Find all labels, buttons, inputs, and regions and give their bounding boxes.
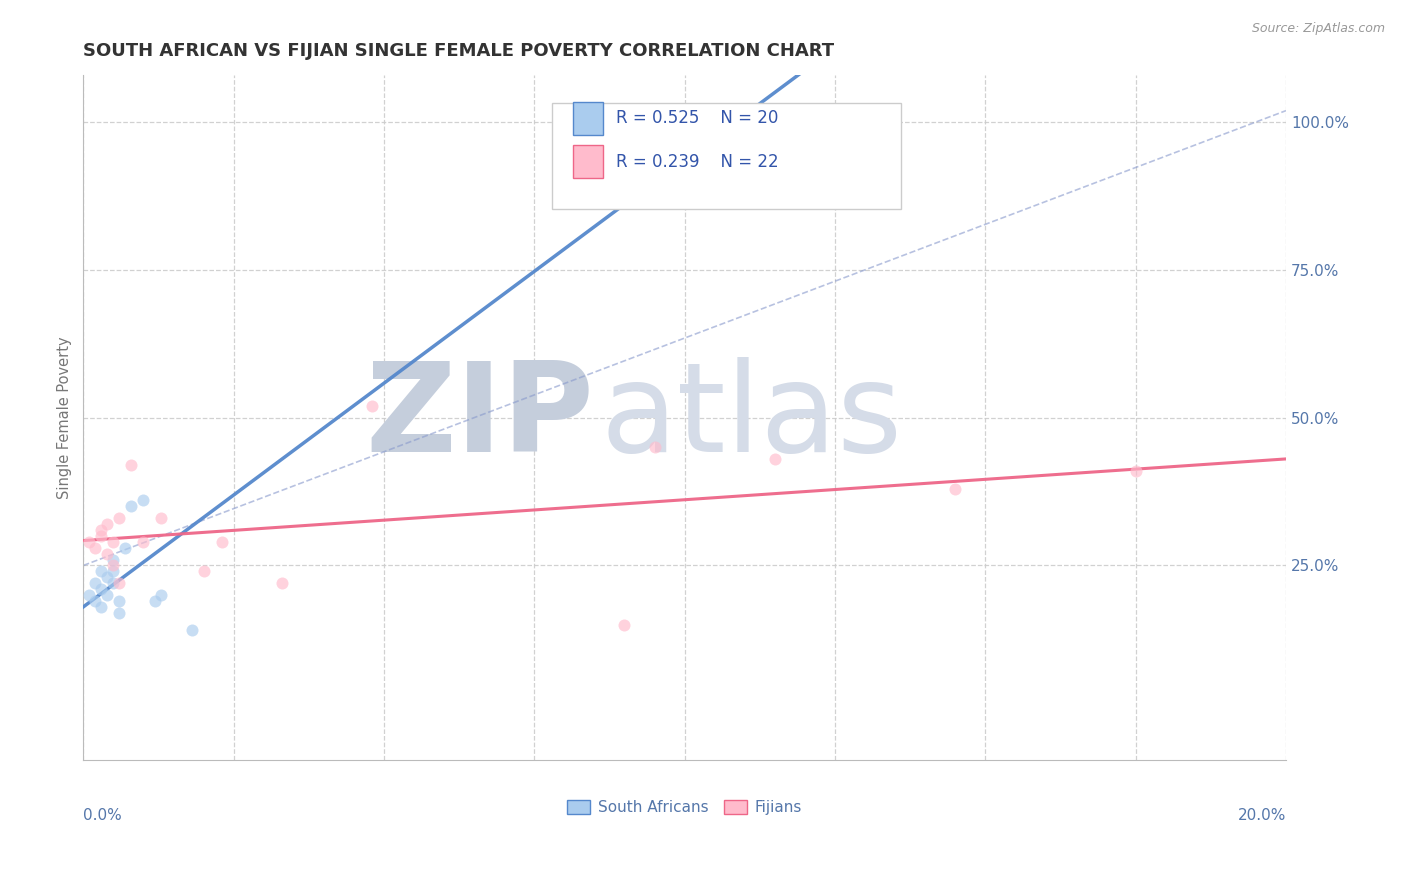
FancyBboxPatch shape (572, 102, 603, 135)
Point (96, 547, 118, 561)
FancyBboxPatch shape (553, 103, 901, 209)
Text: SOUTH AFRICAN VS FIJIAN SINGLE FEMALE POVERTY CORRELATION CHART: SOUTH AFRICAN VS FIJIAN SINGLE FEMALE PO… (83, 42, 834, 60)
Text: 20.0%: 20.0% (1237, 808, 1286, 823)
Point (84, 576, 107, 591)
Point (613, 617, 636, 632)
Point (84, 541, 107, 555)
Y-axis label: Single Female Poverty: Single Female Poverty (58, 336, 72, 500)
Point (211, 534, 233, 549)
Point (120, 500, 142, 514)
Point (132, 493, 155, 508)
Legend: South Africans, Fijians: South Africans, Fijians (561, 794, 808, 822)
Text: Source: ZipAtlas.com: Source: ZipAtlas.com (1251, 22, 1385, 36)
Point (96, 517, 118, 532)
Text: atlas: atlas (600, 358, 903, 478)
Point (108, 576, 131, 591)
Point (90, 565, 112, 579)
Point (943, 482, 966, 496)
Point (145, 594, 167, 608)
Point (602, 186, 624, 201)
Point (79, 534, 101, 549)
Point (108, 606, 131, 620)
Point (108, 594, 131, 608)
Point (103, 552, 125, 566)
Point (90, 529, 112, 543)
Text: R = 0.525    N = 20: R = 0.525 N = 20 (616, 110, 779, 128)
Point (79, 588, 101, 602)
Point (120, 458, 142, 472)
Point (90, 599, 112, 614)
Point (1125, 464, 1147, 478)
Point (180, 624, 202, 638)
Point (132, 534, 155, 549)
Point (103, 534, 125, 549)
Point (90, 523, 112, 537)
FancyBboxPatch shape (572, 145, 603, 178)
Point (96, 588, 118, 602)
Point (84, 594, 107, 608)
Point (763, 452, 786, 467)
Point (114, 541, 136, 555)
Point (103, 558, 125, 573)
Point (103, 576, 125, 591)
Text: 0.0%: 0.0% (83, 808, 122, 823)
Point (644, 440, 666, 454)
Text: R = 0.239    N = 22: R = 0.239 N = 22 (616, 153, 779, 170)
Point (270, 576, 292, 591)
Point (108, 511, 131, 525)
Point (150, 511, 173, 525)
Point (193, 565, 215, 579)
Point (150, 588, 173, 602)
Text: ZIP: ZIP (366, 358, 595, 478)
Point (90, 582, 112, 596)
Point (96, 570, 118, 584)
Point (103, 565, 125, 579)
Point (361, 399, 384, 413)
